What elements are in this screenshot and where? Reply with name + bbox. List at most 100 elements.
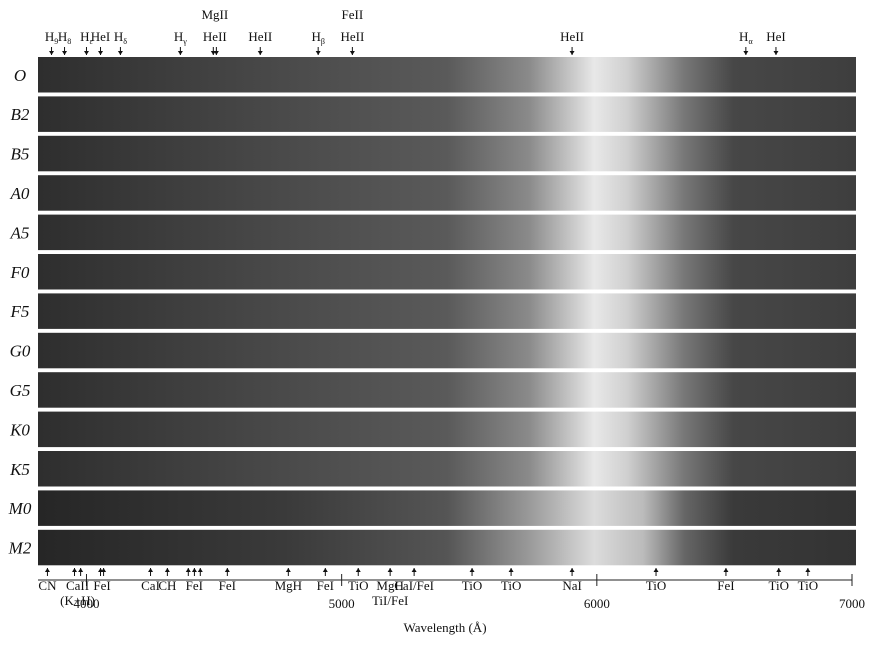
label-main: H [174,29,183,44]
arrow-head [101,568,107,572]
line-label: TiO [348,578,368,593]
spectrum-strip [38,96,856,132]
spectral-class: K5 [9,460,30,479]
line-marker [83,47,89,55]
arrow-head [387,568,393,572]
label-main: CaI [141,578,160,593]
label-main: TiO [646,578,666,593]
arrow-head [257,51,263,55]
label-main: TiO [462,578,482,593]
line-label: HeII [203,29,227,44]
arrow-head [349,51,355,55]
arrow-head [62,51,68,55]
arrow-head [569,51,575,55]
line-label: CH [158,578,176,593]
line-label: HeI [766,29,786,44]
line-label: CaI [141,578,160,593]
label-main: NaI [562,578,582,593]
line-marker [743,47,749,55]
line-marker [117,47,123,55]
line-label: HeII [340,29,364,44]
arrow-head [177,51,183,55]
line-label: HeII [560,29,584,44]
arrow-head [743,51,749,55]
label-main: HeII [248,29,272,44]
arrow-head [185,568,191,572]
line-marker [148,568,154,576]
spectral-class: B2 [11,105,30,124]
line-marker [44,568,50,576]
spectral-class: G5 [10,381,31,400]
arrow-head [508,568,514,572]
spectral-class: F0 [10,263,30,282]
line-label: Hβ [311,29,324,46]
label-main: TiO [501,578,521,593]
line-marker [185,568,191,576]
spectrum-strip [38,135,856,172]
line-marker [315,47,321,55]
line-marker [322,568,328,576]
line-marker [349,47,355,55]
arrow-head [773,51,779,55]
line-label: FeI [717,578,734,593]
arrow-head [285,568,291,572]
label-main: MgH [376,578,403,593]
arrow-head [723,568,729,572]
arrow-head [49,51,55,55]
arrow-head [78,568,84,572]
label-main: FeI [186,578,203,593]
arrow-head [71,568,77,572]
line-marker [387,568,393,576]
arrow-head [569,568,575,572]
line-label: HeI [91,29,111,44]
arrow-head [191,568,197,572]
line-label: FeI [219,578,236,593]
arrow-head [44,568,50,572]
x-tick-label: 7000 [839,596,865,611]
line-marker [257,47,263,55]
line-label: TiO [646,578,666,593]
label-main: H [311,29,320,44]
label-main: H [58,29,67,44]
label-sub: α [748,37,753,46]
arrow-head [148,568,154,572]
line-marker [49,47,55,55]
label-main: FeI [717,578,734,593]
line-marker [469,568,475,576]
label-main: CaII [66,578,89,593]
arrow-head [197,568,203,572]
line-label: Hα [739,29,753,46]
line-marker [569,47,575,55]
line-label-lower: TiI/FeI [372,593,408,608]
line-marker [805,568,811,576]
arrow-head [653,568,659,572]
x-tick-label: 6000 [584,596,610,611]
spectral-class: B5 [11,145,30,164]
label-main: H [45,29,54,44]
label-main: TiO [798,578,818,593]
line-label: FeI [317,578,334,593]
arrow-head [315,51,321,55]
spectrum-strip [38,411,856,448]
spectral-class: O [14,66,26,85]
line-marker [355,568,361,576]
label-main: H [80,29,89,44]
arrow-head [117,51,123,55]
arrow-head [411,568,417,572]
spectral-class: F5 [10,302,30,321]
line-label: Hε [80,29,93,46]
label-main: HeII [203,29,227,44]
x-axis-label: Wavelength (Å) [403,620,486,635]
line-label: MgH [275,578,302,593]
label-sub: γ [182,37,187,46]
line-label-upper: FeII [342,7,364,22]
line-label: TiO [501,578,521,593]
line-marker [723,568,729,576]
line-label-upper: MgII [201,7,228,22]
label-main: MgH [275,578,302,593]
arrow-head [98,51,104,55]
label-main: HeII [340,29,364,44]
line-label: Hδ [114,29,127,46]
spectral-class: G0 [10,342,31,361]
line-label: CaI/FeI [394,578,434,593]
